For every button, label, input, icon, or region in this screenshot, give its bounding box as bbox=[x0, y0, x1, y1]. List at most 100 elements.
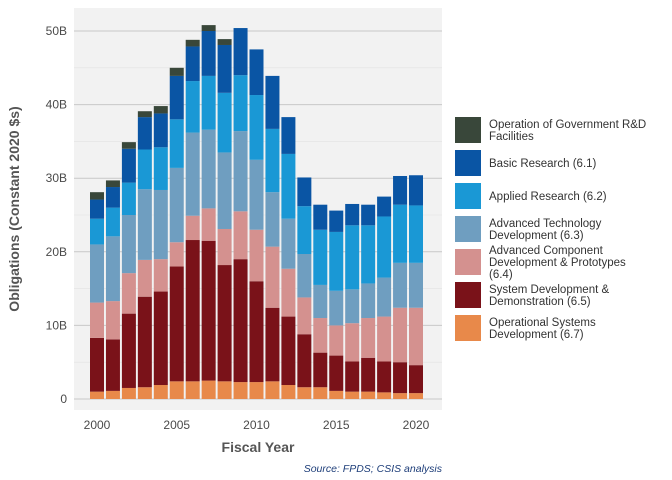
y-axis-title: Obligations (Constant 2020 $s) bbox=[6, 106, 22, 311]
bar-segment bbox=[249, 95, 264, 160]
legend-key bbox=[455, 117, 481, 143]
bar-segment bbox=[121, 313, 136, 388]
bar-segment bbox=[217, 39, 232, 45]
bar-segment bbox=[393, 175, 408, 205]
bar-segment bbox=[377, 216, 392, 278]
bar-segment bbox=[153, 259, 168, 292]
bar-segment bbox=[249, 159, 264, 230]
bar-segment bbox=[297, 334, 312, 388]
bar-segment bbox=[90, 192, 104, 200]
bar-segment bbox=[137, 296, 152, 388]
bar-segment bbox=[121, 273, 136, 314]
bar-segment bbox=[90, 302, 104, 338]
bar-segment bbox=[281, 316, 296, 386]
bar-segment bbox=[233, 28, 248, 76]
bar-segment bbox=[393, 307, 408, 363]
bar-segment bbox=[377, 277, 392, 317]
y-tick-label: 40B bbox=[46, 98, 67, 112]
bar-segment bbox=[185, 240, 200, 382]
bar-segment bbox=[153, 189, 168, 260]
bar-segment bbox=[409, 307, 423, 366]
bar-segment bbox=[153, 106, 168, 114]
bar-segment bbox=[169, 381, 184, 399]
bar-segment bbox=[249, 49, 264, 96]
bar-segment bbox=[313, 284, 328, 319]
bar-segment bbox=[345, 361, 360, 392]
x-tick-label: 2005 bbox=[163, 418, 190, 432]
bar-segment bbox=[313, 352, 328, 388]
legend-key bbox=[455, 183, 481, 209]
bar-segment bbox=[329, 290, 344, 326]
bar-segment bbox=[329, 390, 344, 399]
x-tick-label: 2010 bbox=[243, 418, 270, 432]
bar-segment bbox=[121, 148, 136, 183]
bar-segment bbox=[201, 75, 216, 130]
bar-segment bbox=[345, 289, 360, 324]
bar-segment bbox=[345, 203, 360, 226]
legend-label: Advanced Component Development & Prototyp… bbox=[489, 245, 626, 281]
bar-segment bbox=[105, 236, 120, 302]
bar-segment bbox=[329, 325, 344, 356]
bar-segment bbox=[90, 337, 104, 392]
bar-segment bbox=[153, 291, 168, 386]
bar-segment bbox=[361, 225, 376, 284]
bar-segment bbox=[409, 393, 423, 399]
bar-segment bbox=[105, 187, 120, 208]
legend-label: Basic Research (6.1) bbox=[489, 158, 597, 170]
bar-segment bbox=[313, 387, 328, 399]
bar-segment bbox=[217, 381, 232, 399]
bar-segment bbox=[345, 323, 360, 362]
bar-segment bbox=[393, 262, 408, 308]
bar-segment bbox=[90, 244, 104, 303]
bar-segment bbox=[361, 283, 376, 319]
bar-segment bbox=[90, 199, 104, 219]
bar-segment bbox=[361, 357, 376, 392]
bar-segment bbox=[169, 119, 184, 168]
bar-segment bbox=[137, 189, 152, 260]
legend-key bbox=[455, 249, 481, 275]
bar-segment bbox=[137, 117, 152, 150]
legend-label: Operation of Government R&D Facilities bbox=[489, 119, 646, 143]
legend-key bbox=[455, 216, 481, 242]
bar-segment bbox=[105, 390, 120, 399]
bar-segment bbox=[297, 297, 312, 335]
bar-segment bbox=[265, 192, 280, 247]
bar-segment bbox=[137, 111, 152, 118]
bar-segment bbox=[153, 113, 168, 148]
bar-segment bbox=[137, 387, 152, 399]
bar-segment bbox=[217, 44, 232, 93]
bar-segment bbox=[361, 204, 376, 226]
bar-segment bbox=[329, 231, 344, 291]
bar-segment bbox=[201, 380, 216, 399]
x-tick-label: 2000 bbox=[84, 418, 111, 432]
bar-segment bbox=[377, 316, 392, 362]
bars bbox=[90, 25, 423, 399]
bar-segment bbox=[409, 175, 423, 206]
bar-segment bbox=[169, 242, 184, 267]
bar-segment bbox=[313, 318, 328, 353]
bar-segment bbox=[409, 365, 423, 394]
y-tick-label: 30B bbox=[46, 171, 67, 185]
bar-segment bbox=[329, 210, 344, 232]
bar-segment bbox=[249, 382, 264, 399]
bar-segment bbox=[121, 182, 136, 215]
bar-segment bbox=[265, 307, 280, 382]
bar-segment bbox=[329, 355, 344, 391]
source-note: Source: FPDS; CSIS analysis bbox=[304, 463, 443, 475]
bar-segment bbox=[201, 31, 216, 76]
bar-segment bbox=[233, 211, 248, 260]
bar-segment bbox=[249, 229, 264, 282]
bar-segment bbox=[265, 381, 280, 399]
bar-segment bbox=[201, 25, 216, 31]
bar-segment bbox=[393, 204, 408, 263]
legend-key bbox=[455, 150, 481, 176]
bar-segment bbox=[297, 387, 312, 399]
bar-segment bbox=[265, 246, 280, 308]
bar-segment bbox=[153, 147, 168, 190]
bar-segment bbox=[105, 339, 120, 391]
bar-segment bbox=[185, 39, 200, 47]
bar-segment bbox=[393, 362, 408, 394]
bar-segment bbox=[217, 265, 232, 382]
bar-segment bbox=[313, 204, 328, 230]
